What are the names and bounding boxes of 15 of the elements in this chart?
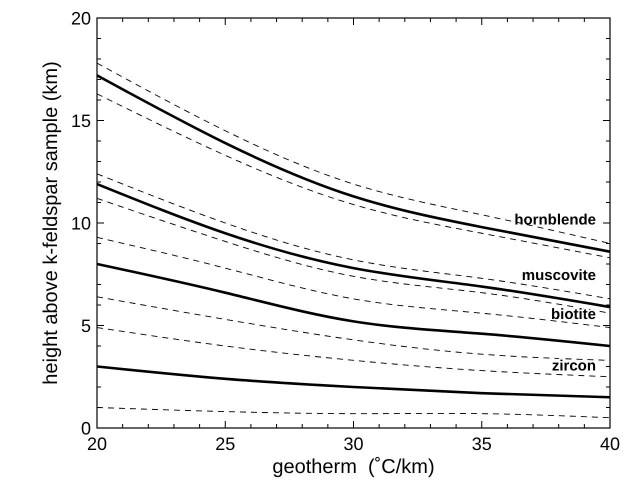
x-tick-label: 25 (215, 434, 236, 454)
y-tick-label: 20 (70, 8, 91, 28)
y-tick-label: 5 (80, 316, 91, 336)
legend-label: hornblende (514, 212, 596, 229)
x-tick-label: 40 (600, 434, 620, 454)
legend-label: muscovite (522, 267, 596, 284)
x-tick-label: 30 (343, 434, 364, 454)
legend-label: biotite (551, 306, 596, 323)
y-tick-label: 10 (70, 213, 91, 234)
y-tick-label: 15 (70, 110, 91, 131)
y-tick-label: 0 (80, 418, 91, 438)
legend-label: zircon (552, 357, 596, 374)
x-axis-title: geotherm (˚C/km) (272, 456, 435, 478)
y-axis-title: height above k-feldspar sample (km) (40, 61, 62, 385)
x-tick-label: 35 (472, 434, 492, 454)
